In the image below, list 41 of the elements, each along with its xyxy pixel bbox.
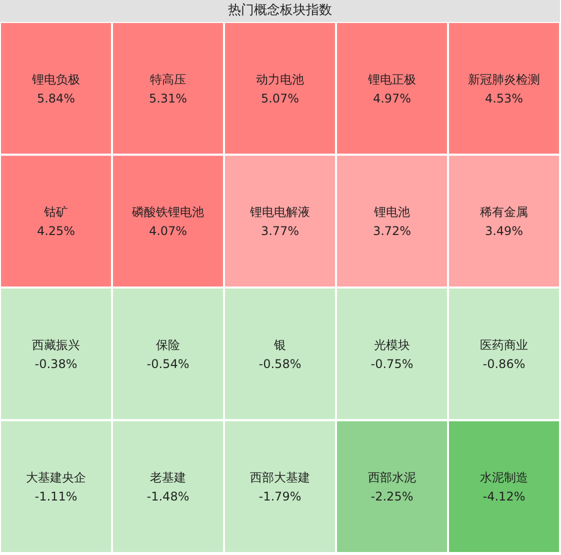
data-label: 3.49% xyxy=(484,224,524,238)
category-label: 西部水泥 xyxy=(368,470,416,485)
data-label: 5.31% xyxy=(148,91,188,106)
data-label: -0.38% xyxy=(34,356,78,371)
category-label: 锂电正极 xyxy=(367,72,416,86)
data-label: -4.12% xyxy=(482,490,526,504)
data-label: 5.84% xyxy=(36,91,76,106)
data-label: -1.79% xyxy=(258,490,302,504)
data-label: 5.07% xyxy=(260,91,300,106)
data-label: 3.72% xyxy=(372,224,412,238)
data-label: 3.77% xyxy=(260,224,300,238)
data-label: 4.07% xyxy=(148,224,188,238)
category-label: 水泥制造 xyxy=(480,470,528,485)
category-label: 西藏振兴 xyxy=(32,338,80,352)
category-label: 医药商业 xyxy=(480,338,528,352)
data-label: -1.48% xyxy=(146,490,190,504)
category-label: 光模块 xyxy=(374,338,410,352)
data-label: -0.75% xyxy=(370,356,414,371)
category-label: 磷酸铁锂电池 xyxy=(131,205,204,220)
category-label: 老基建 xyxy=(150,470,186,485)
data-label: 4.53% xyxy=(484,91,524,106)
data-label: 4.25% xyxy=(36,224,76,238)
category-label: 锂电电解液 xyxy=(249,205,310,220)
data-label: -0.58% xyxy=(258,356,302,371)
category-label: 银 xyxy=(273,338,286,352)
category-label: 西部大基建 xyxy=(250,470,310,485)
data-label: -0.54% xyxy=(146,356,190,371)
data-label: -1.11% xyxy=(34,490,78,504)
category-label: 特高压 xyxy=(150,72,186,86)
category-label: 新冠肺炎检测 xyxy=(468,72,540,86)
category-label: 锂电负极 xyxy=(31,72,80,86)
category-label: 钴矿 xyxy=(43,205,68,220)
category-label: 大基建央企 xyxy=(26,470,86,485)
category-label: 稀有金属 xyxy=(480,205,528,220)
category-label: 保险 xyxy=(156,338,180,352)
text: 热门概念板块指数 xyxy=(0,0,560,22)
category-label: 动力电池 xyxy=(256,72,304,86)
data-label: -2.25% xyxy=(370,490,414,504)
data-label: -0.86% xyxy=(482,356,526,371)
data-label: 4.97% xyxy=(372,91,412,106)
category-label: 锂电池 xyxy=(373,205,410,220)
